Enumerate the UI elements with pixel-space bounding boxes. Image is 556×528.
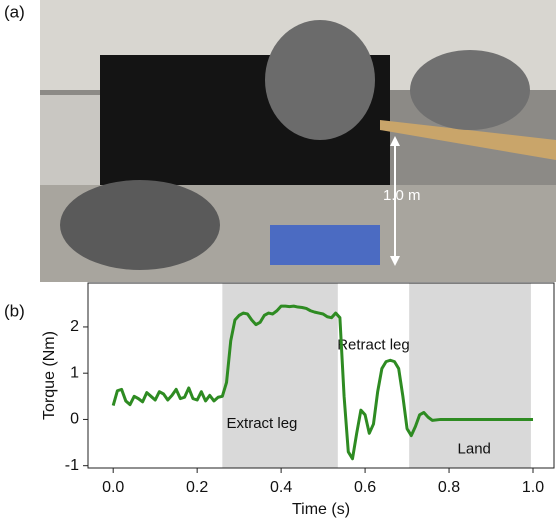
height-label: 1.0 m <box>383 187 421 204</box>
y-tick-label: -1 <box>65 457 79 474</box>
arrow-head <box>390 256 400 266</box>
robot-air <box>265 20 375 140</box>
region <box>222 283 338 468</box>
table-top <box>380 120 556 160</box>
y-tick-label: 1 <box>70 364 79 381</box>
x-tick-label: 0.6 <box>354 479 376 496</box>
x-tick-label: 0.2 <box>186 479 208 496</box>
region-label: Extract leg <box>227 415 298 432</box>
y-tick-label: 2 <box>70 318 79 335</box>
photo: 1.0 m <box>40 0 556 282</box>
region <box>409 283 531 468</box>
y-tick-label: 0 <box>70 411 79 428</box>
y-axis-title: Torque (Nm) <box>41 331 58 420</box>
panel-label: (a) <box>4 2 25 21</box>
x-axis-title: Time (s) <box>292 501 350 518</box>
plot-frame <box>87 282 555 469</box>
region-label: Land <box>458 440 491 457</box>
torque-line <box>111 304 534 461</box>
panel-label: (b) <box>4 301 25 320</box>
arrow-head <box>390 136 400 146</box>
mat <box>270 225 380 265</box>
desk <box>40 95 100 185</box>
x-tick-label: 0.8 <box>438 479 460 496</box>
x-tick-label: 0.4 <box>270 479 292 496</box>
x-tick-label: 1.0 <box>522 479 544 496</box>
x-tick-label: 0.0 <box>102 479 124 496</box>
robot-table <box>410 50 530 130</box>
region-label: Retract leg <box>337 336 410 353</box>
robot-ground <box>60 180 220 270</box>
